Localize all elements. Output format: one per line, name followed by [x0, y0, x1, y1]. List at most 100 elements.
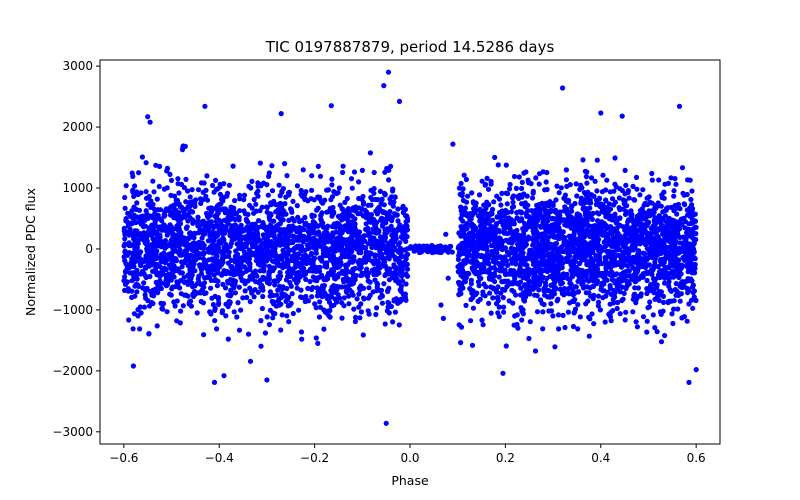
data-point	[352, 277, 358, 283]
data-point	[361, 296, 367, 302]
data-point	[632, 243, 639, 249]
data-point	[264, 209, 270, 215]
data-point	[624, 223, 630, 229]
data-point	[557, 229, 563, 235]
data-point	[458, 180, 464, 187]
data-point	[629, 256, 635, 262]
data-point	[361, 213, 367, 219]
data-point	[503, 222, 509, 228]
data-point	[363, 259, 369, 265]
data-point	[607, 301, 613, 307]
data-point	[468, 216, 474, 222]
data-point	[191, 242, 197, 248]
data-point	[630, 183, 636, 189]
data-point	[138, 231, 144, 237]
data-point	[136, 170, 142, 176]
data-point	[171, 193, 178, 199]
data-point	[318, 212, 324, 218]
data-point	[644, 230, 650, 236]
data-point	[174, 318, 180, 324]
data-point	[249, 178, 255, 184]
data-point	[183, 225, 190, 231]
data-point	[343, 224, 349, 230]
data-point	[312, 224, 318, 230]
data-point	[352, 224, 358, 231]
data-point	[520, 307, 526, 313]
data-point	[176, 190, 182, 196]
data-point	[457, 191, 463, 197]
data-point	[171, 208, 177, 214]
data-point	[596, 258, 602, 264]
data-point	[346, 277, 353, 283]
data-point	[263, 238, 269, 244]
data-point	[560, 271, 567, 277]
data-point	[311, 197, 317, 203]
data-point	[456, 185, 463, 191]
data-point	[381, 259, 388, 265]
data-point	[170, 226, 177, 232]
data-point	[560, 312, 566, 318]
data-point	[467, 211, 473, 217]
data-point	[249, 290, 255, 296]
data-point	[691, 294, 697, 300]
data-point	[387, 209, 393, 215]
data-point	[346, 251, 352, 257]
data-point	[482, 181, 489, 187]
data-point	[353, 204, 359, 210]
data-point	[644, 329, 650, 335]
data-point	[521, 291, 527, 297]
data-point	[533, 222, 540, 228]
data-point	[463, 244, 469, 250]
data-point	[622, 211, 629, 217]
data-point	[217, 191, 223, 197]
data-point	[497, 235, 503, 241]
data-point	[594, 197, 600, 203]
data-point	[688, 196, 694, 203]
data-point	[237, 192, 243, 198]
data-point	[269, 163, 275, 169]
data-point	[671, 274, 677, 280]
data-point	[351, 256, 357, 263]
data-point	[359, 206, 365, 212]
data-point	[266, 322, 272, 328]
data-point	[346, 293, 352, 299]
data-point	[294, 183, 300, 189]
data-point	[458, 208, 464, 214]
data-point	[372, 253, 378, 259]
data-point	[228, 204, 234, 210]
data-point	[162, 265, 168, 271]
data-point	[507, 181, 513, 188]
data-point	[580, 157, 586, 163]
data-point	[346, 301, 352, 307]
data-point	[493, 249, 499, 255]
data-point	[280, 265, 286, 271]
data-point	[136, 283, 142, 289]
data-point	[626, 251, 632, 257]
data-point	[585, 195, 591, 201]
data-point	[318, 290, 324, 296]
data-point	[461, 172, 467, 178]
data-point	[265, 192, 271, 198]
data-point	[519, 217, 525, 223]
data-point	[300, 167, 306, 173]
data-point	[206, 249, 212, 255]
data-point	[235, 300, 241, 306]
data-point	[247, 299, 253, 305]
data-point	[365, 270, 372, 276]
data-point	[302, 221, 308, 227]
data-point	[675, 306, 681, 312]
data-point	[508, 245, 514, 251]
data-point	[263, 204, 270, 210]
data-point	[258, 318, 264, 324]
data-point	[550, 260, 556, 266]
data-point	[495, 162, 501, 168]
data-point	[172, 268, 178, 274]
data-point	[644, 222, 650, 229]
data-point	[399, 278, 406, 284]
data-point	[503, 190, 509, 196]
data-point	[536, 171, 543, 177]
data-point	[510, 300, 516, 306]
data-point	[335, 274, 341, 280]
data-point	[190, 293, 197, 299]
data-point	[550, 313, 556, 319]
